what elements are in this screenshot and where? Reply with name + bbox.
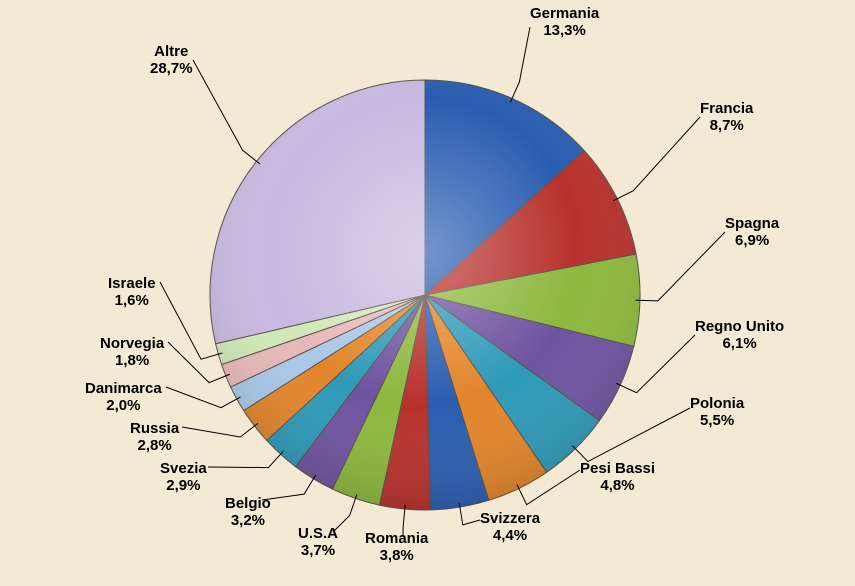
leader-spagna [636, 232, 725, 301]
leader-francia [613, 117, 700, 201]
label-name: Francia [700, 100, 753, 117]
label-danimarca: Danimarca2,0% [85, 380, 162, 415]
label-romania: Romania3,8% [365, 530, 428, 565]
label-u.s.a: U.S.A3,7% [298, 525, 338, 560]
label-pct: 2,8% [130, 437, 179, 454]
label-pct: 2,0% [85, 397, 162, 414]
label-pesi-bassi: Pesi Bassi4,8% [580, 460, 655, 495]
label-francia: Francia8,7% [700, 100, 753, 135]
label-regno-unito: Regno Unito6,1% [695, 318, 784, 353]
leader-svezia [208, 451, 283, 468]
label-name: Svizzera [480, 510, 540, 527]
label-spagna: Spagna6,9% [725, 215, 779, 250]
label-name: Danimarca [85, 380, 162, 397]
label-name: Israele [108, 275, 156, 292]
label-name: Norvegia [100, 335, 164, 352]
label-belgio: Belgio3,2% [225, 495, 271, 530]
label-pct: 4,8% [580, 477, 655, 494]
label-name: Belgio [225, 495, 271, 512]
label-norvegia: Norvegia1,8% [100, 335, 164, 370]
label-name: Altre [150, 43, 193, 60]
label-pct: 3,8% [365, 547, 428, 564]
label-name: Spagna [725, 215, 779, 232]
label-pct: 8,7% [700, 117, 753, 134]
label-pct: 28,7% [150, 60, 193, 77]
label-pct: 1,6% [108, 292, 156, 309]
label-pct: 6,9% [725, 232, 779, 249]
label-polonia: Polonia5,5% [690, 395, 744, 430]
label-name: U.S.A [298, 525, 338, 542]
leader-altre [193, 60, 260, 164]
label-name: Germania [530, 5, 599, 22]
label-pct: 13,3% [530, 22, 599, 39]
leader-germania [510, 27, 530, 102]
label-germania: Germania13,3% [530, 5, 599, 40]
label-svizzera: Svizzera4,4% [480, 510, 540, 545]
label-pct: 3,7% [298, 542, 338, 559]
label-name: Regno Unito [695, 318, 784, 335]
label-russia: Russia2,8% [130, 420, 179, 455]
label-pct: 6,1% [695, 335, 784, 352]
leader-danimarca [166, 387, 241, 408]
label-israele: Israele1,6% [108, 275, 156, 310]
label-svezia: Svezia2,9% [160, 460, 207, 495]
label-name: Russia [130, 420, 179, 437]
leader-russia [182, 423, 258, 437]
label-name: Svezia [160, 460, 207, 477]
label-altre: Altre28,7% [150, 43, 193, 78]
label-pct: 3,2% [225, 512, 271, 529]
label-pct: 2,9% [160, 477, 207, 494]
label-pct: 4,4% [480, 527, 540, 544]
label-name: Pesi Bassi [580, 460, 655, 477]
label-name: Romania [365, 530, 428, 547]
label-name: Polonia [690, 395, 744, 412]
label-pct: 5,5% [690, 412, 744, 429]
label-pct: 1,8% [100, 352, 164, 369]
